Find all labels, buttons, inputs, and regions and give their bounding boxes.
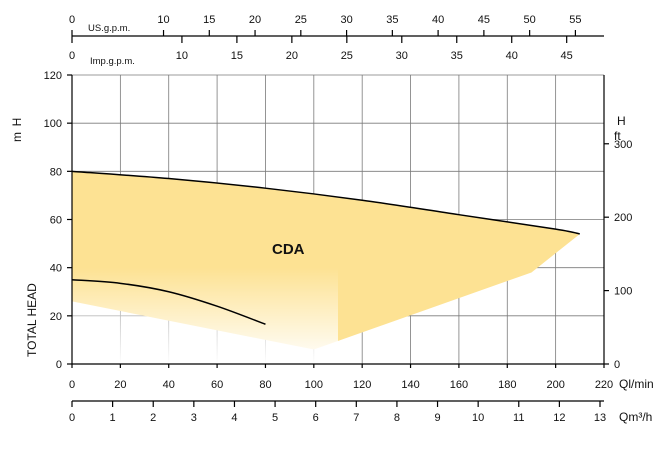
x-m3h-tick-label: 3 [191, 412, 197, 424]
x-imp-gpm-tick-label: 10 [176, 50, 188, 62]
envelope-fade [72, 267, 338, 364]
y-axis-label: TOTAL HEAD [25, 283, 39, 357]
chart-labels: CDA TOTAL HEAD H m H ft Ql/min Qm³/h US.… [10, 23, 654, 424]
performance-curves [71, 170, 580, 325]
x-tick-label: 80 [259, 379, 271, 391]
y-left-tick-label: 120 [44, 70, 62, 82]
x-us-gpm-tick-label: 15 [203, 14, 215, 26]
x-tick-label: 60 [211, 379, 223, 391]
y-left-unit-bottom: m [10, 132, 24, 142]
y-left-tick-label: 0 [56, 359, 62, 371]
x-us-gpm-tick-label: 35 [386, 14, 398, 26]
x-us-gpm-unit: US.g.p.m. [88, 23, 130, 34]
x-us-gpm-tick-label: 10 [157, 14, 169, 26]
x-tick-label: 200 [546, 379, 564, 391]
x-us-gpm-tick-label: 20 [249, 14, 261, 26]
y-right-tick-label: 100 [614, 286, 632, 298]
x-us-gpm-tick-label: 30 [340, 14, 352, 26]
x-us-gpm-tick-label: 0 [69, 14, 75, 26]
y-right-tick-label: 300 [614, 139, 632, 151]
x-m3h-tick-label: 2 [150, 412, 156, 424]
x-tick-label: 0 [69, 379, 75, 391]
x-m3h-tick-label: 12 [553, 412, 565, 424]
x-imp-gpm-tick-label: 0 [69, 50, 75, 62]
x-tick-label: 100 [305, 379, 323, 391]
x-m3h-tick-label: 8 [394, 412, 400, 424]
x-m3h-tick-label: 5 [272, 412, 278, 424]
series-label: CDA [272, 241, 305, 258]
x-tick-label: 220 [595, 379, 613, 391]
x-us-gpm-tick-label: 25 [295, 14, 307, 26]
x-us-gpm-tick-label: 45 [478, 14, 490, 26]
min-impeller-curve [71, 278, 266, 325]
x-m3h-tick-label: 13 [594, 412, 606, 424]
x-tick-label: 40 [163, 379, 175, 391]
y-left-tick-label: 100 [44, 118, 62, 130]
x-m3h-tick-label: 9 [434, 412, 440, 424]
x-m3h-tick-label: 7 [353, 412, 359, 424]
y-left-tick-label: 20 [50, 311, 62, 323]
y-right-unit-bottom: ft [614, 129, 621, 143]
x-tick-label: 140 [401, 379, 419, 391]
x-imp-gpm-unit: Imp.g.p.m. [90, 56, 135, 67]
top-flow-scales: 0 10 15 20 25 30 35 40 45 50 55 0 10 15 20 25 30 35 40 45 [69, 14, 604, 62]
max-impeller-curve [71, 170, 580, 235]
x-lpm-unit: Ql/min [619, 377, 654, 391]
y-left-tick-label: 60 [50, 215, 62, 227]
x-us-gpm-tick-label: 50 [524, 14, 536, 26]
x-tick-label: 20 [114, 379, 126, 391]
x-imp-gpm-tick-label: 25 [341, 50, 353, 62]
y-right-tick-label: 200 [614, 212, 632, 224]
x-imp-gpm-tick-label: 35 [451, 50, 463, 62]
x-tick-label: 120 [353, 379, 371, 391]
y-left-unit-top: H [10, 118, 24, 127]
y-left-tick-label: 80 [50, 166, 62, 178]
x-imp-gpm-tick-label: 15 [231, 50, 243, 62]
x-m3h-tick-label: 0 [69, 412, 75, 424]
x-m3h-tick-label: 4 [231, 412, 237, 424]
y-left-tick-label: 40 [50, 263, 62, 275]
x-us-gpm-tick-label: 40 [432, 14, 444, 26]
y-right-unit-top: H [617, 114, 626, 128]
x-imp-gpm-tick-label: 30 [396, 50, 408, 62]
x-us-gpm-tick-label: 55 [569, 14, 581, 26]
x-m3h-tick-label: 6 [313, 412, 319, 424]
x-imp-gpm-tick-label: 45 [561, 50, 573, 62]
x-m3h-tick-label: 10 [472, 412, 484, 424]
x-m3h-tick-label: 1 [110, 412, 116, 424]
x-m3h-unit: Qm³/h [619, 410, 652, 424]
x-tick-label: 180 [498, 379, 516, 391]
x-imp-gpm-tick-label: 20 [286, 50, 298, 62]
x-m3h-tick-label: 11 [513, 412, 524, 424]
y-right-tick-label: 0 [614, 359, 620, 371]
x-imp-gpm-tick-label: 40 [506, 50, 518, 62]
performance-area [72, 171, 580, 364]
x-tick-label: 160 [450, 379, 468, 391]
